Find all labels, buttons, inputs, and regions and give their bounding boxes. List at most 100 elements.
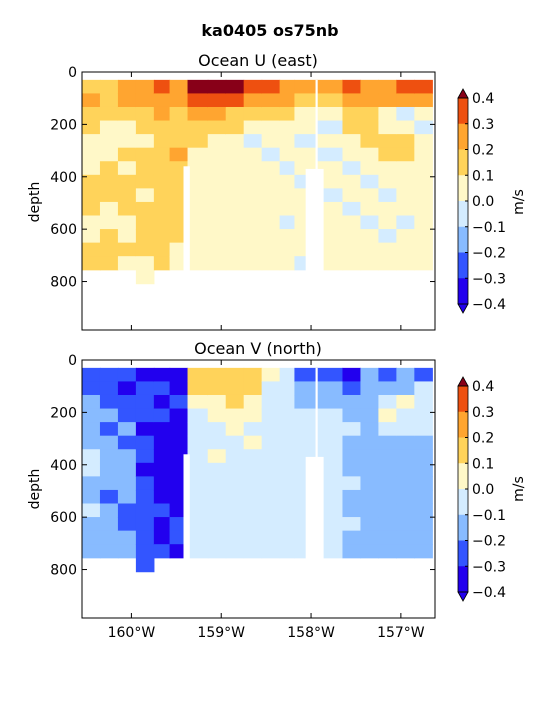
heatmap-cell: [99, 106, 119, 122]
heatmap-cell: [153, 93, 171, 108]
colorbar-extend-min: [457, 303, 469, 314]
heatmap-cell: [187, 174, 209, 189]
heatmap-cell: [342, 476, 362, 491]
heatmap-cell: [342, 381, 362, 396]
heatmap-cell: [207, 120, 227, 135]
ocean-u-plot-area: 0 200 400 600 800: [50, 65, 436, 331]
heatmap-cell: [153, 201, 171, 217]
heatmap-cell: [153, 489, 171, 505]
heatmap-cell: [360, 530, 380, 545]
heatmap-cell: [82, 134, 101, 149]
heatmap-cell: [153, 188, 171, 203]
heatmap-cell: [187, 367, 209, 383]
heatmap-cell: [414, 242, 433, 257]
heatmap-cell: [187, 489, 209, 505]
heatmap-cell: [187, 503, 209, 518]
heatmap-cell: [261, 435, 281, 450]
heatmap-cell: [135, 256, 155, 285]
heatmap-cell: [378, 134, 397, 149]
colorbar-segment: [458, 278, 468, 305]
heatmap-cell: [82, 408, 101, 423]
heatmap-cell: [279, 449, 296, 464]
heatmap-cell: [82, 435, 101, 450]
heatmap-cell: [378, 367, 397, 383]
heatmap-cell: [135, 367, 155, 383]
heatmap-cell: [396, 503, 415, 518]
heatmap-cell: [207, 476, 227, 491]
heatmap-cell: [243, 544, 263, 559]
heatmap-cell: [294, 79, 318, 95]
heatmap-cell: [342, 161, 362, 176]
heatmap-cell: [187, 394, 209, 410]
heatmap-cell: [279, 134, 296, 149]
colorbar-extend-min: [457, 591, 469, 602]
y-tick-label: 0: [68, 353, 77, 369]
heatmap-cell: [378, 201, 397, 217]
heatmap-cell: [396, 120, 415, 135]
heatmap-cell: [279, 229, 296, 244]
colorbar-segment: [458, 411, 468, 438]
heatmap-cell: [261, 394, 281, 410]
heatmap-cell: [99, 435, 119, 450]
heatmap-cell: [187, 120, 209, 135]
colorbar-tick-label: −0.2: [472, 534, 506, 550]
heatmap-cell: [153, 174, 171, 189]
heatmap-cell: [153, 503, 171, 518]
heatmap-cell: [414, 134, 433, 149]
heatmap-cell: [261, 161, 281, 176]
heatmap-cell: [153, 517, 171, 532]
heatmap-cell: [414, 188, 433, 203]
heatmap-cell: [117, 449, 137, 464]
colorbar-tick-label: 0.4: [472, 379, 494, 395]
heatmap-cell: [396, 188, 415, 203]
heatmap-cell: [261, 408, 281, 423]
heatmap-cell: [135, 120, 155, 135]
heatmap-cell: [169, 394, 189, 410]
heatmap-cell: [396, 489, 415, 505]
heatmap-cell: [279, 476, 296, 491]
heatmap-cell: [135, 503, 155, 518]
heatmap-cell: [99, 422, 119, 437]
heatmap-cell: [261, 242, 281, 257]
heatmap-cell: [316, 408, 344, 423]
heatmap-cell: [261, 517, 281, 532]
heatmap-cell: [342, 530, 362, 545]
heatmap-cell: [153, 229, 171, 244]
heatmap-cell: [117, 394, 137, 410]
heatmap-cell: [207, 229, 227, 244]
heatmap-cell: [225, 449, 245, 464]
heatmap-cell: [207, 215, 227, 230]
heatmap-cell: [99, 79, 119, 95]
heatmap-cell: [243, 229, 263, 244]
heatmap-cell: [82, 229, 101, 244]
heatmap-cell: [378, 435, 397, 450]
heatmap-cell: [279, 161, 296, 176]
figure-title: ka0405 os75nb: [201, 21, 338, 40]
heatmap-cell: [342, 79, 362, 95]
heatmap-cell: [187, 517, 209, 532]
colorbar-tick-label: −0.3: [472, 559, 506, 575]
heatmap-cell: [187, 242, 209, 257]
heatmap-cell: [279, 242, 296, 257]
y-tick-label: 200: [50, 117, 77, 133]
heatmap-cell: [207, 503, 227, 518]
heatmap-cell: [117, 106, 137, 122]
heatmap-cell: [414, 462, 433, 477]
heatmap-cell: [378, 161, 397, 176]
heatmap-cell: [243, 215, 263, 230]
heatmap-cell: [261, 367, 281, 383]
heatmap-cell: [414, 503, 433, 518]
heatmap-cell: [187, 476, 209, 491]
heatmap-cell: [207, 201, 227, 217]
heatmap-cell: [378, 215, 397, 230]
heatmap-cell: [414, 229, 433, 244]
heatmap-cell: [342, 215, 362, 230]
heatmap-cell: [342, 229, 362, 244]
heatmap-cell: [135, 134, 155, 149]
heatmap-cell: [414, 79, 433, 95]
heatmap-cell: [207, 408, 227, 423]
heatmap-cell: [360, 106, 380, 122]
ocean-v-colorbar-label: m/s: [511, 476, 527, 502]
heatmap-cell: [279, 544, 296, 559]
heatmap-cell: [342, 93, 362, 108]
